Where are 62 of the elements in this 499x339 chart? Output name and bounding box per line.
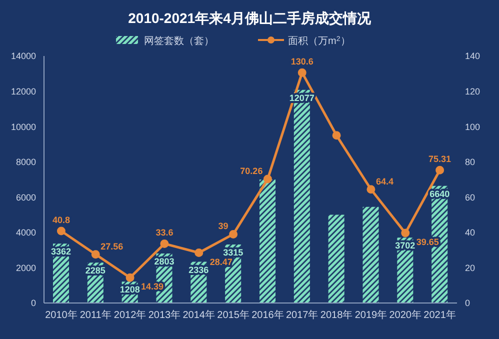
x-tick-label: 2018年 [320,309,353,322]
x-tick-label: 2011年 [80,309,112,322]
x-tick-label: 2014年 [182,309,215,322]
x-tick-label: 2021年 [424,309,456,322]
point [436,166,444,174]
y2-tick-label: 80 [465,157,476,168]
bar [328,214,344,303]
point [229,230,238,238]
data-label: 2803 [154,256,174,267]
y-tick-label: 10000 [10,122,36,132]
point [56,226,66,236]
point [298,68,306,77]
point [194,248,204,258]
x-tick-label: 2019年 [354,309,388,322]
y2-tick-label: 120 [465,86,480,96]
point [126,273,134,282]
y2-tick-label: 140 [465,51,480,62]
data-label: 130.6 [290,56,314,67]
point [91,250,100,259]
x-tick-label: 2016年 [252,309,284,322]
data-label: 2336 [188,264,209,275]
data-label: 2285 [85,266,106,276]
chart-title: 2010-2021年来4月佛山二手房成交情况 [127,9,372,28]
x-tick-label: 2013年 [148,309,181,322]
point [332,131,341,140]
data-label: 1208 [120,284,140,295]
y-tick-label: 0 [30,298,36,308]
data-label: 40.8 [52,215,70,226]
data-label: 12077 [289,92,314,103]
point [366,185,376,194]
y2-tick-label: 20 [465,262,476,273]
data-label: 64.4 [376,176,394,186]
y-tick-label: 2000 [16,262,36,273]
x-tick-label: 2015年 [217,309,250,322]
x-tick-label: 2017年 [286,309,318,322]
bar [260,180,276,303]
point [160,239,169,248]
bar [362,206,379,303]
data-label: 39 [218,221,228,232]
data-label: 27.56 [100,241,124,252]
y2-tick-label: 100 [465,122,480,132]
y2-tick-label: 0 [465,298,470,308]
x-tick-label: 2010年 [45,309,78,322]
legend-label: 面积（万m$^{2}$） [288,36,350,47]
y2-tick-label: 40 [465,228,476,238]
data-label: 6640 [430,188,450,199]
y-tick-label: 8000 [16,157,36,168]
data-label: 3362 [50,246,72,257]
legend-label: 网签套数（套） [144,35,214,47]
data-label: 3702 [395,240,416,251]
point [401,228,410,238]
data-label: 33.6 [156,228,174,238]
y2-tick-label: 60 [465,192,476,202]
data-label: 70.26 [240,166,263,176]
y-tick-label: 12000 [10,86,36,96]
x-tick-label: 2012年 [114,309,146,322]
point [263,174,272,184]
y-tick-label: 6000 [16,192,36,202]
x-tick-label: 2020年 [389,309,422,322]
data-label: 75.31 [428,154,452,164]
y-tick-label: 14000 [10,51,36,62]
y-tick-label: 4000 [16,228,36,238]
